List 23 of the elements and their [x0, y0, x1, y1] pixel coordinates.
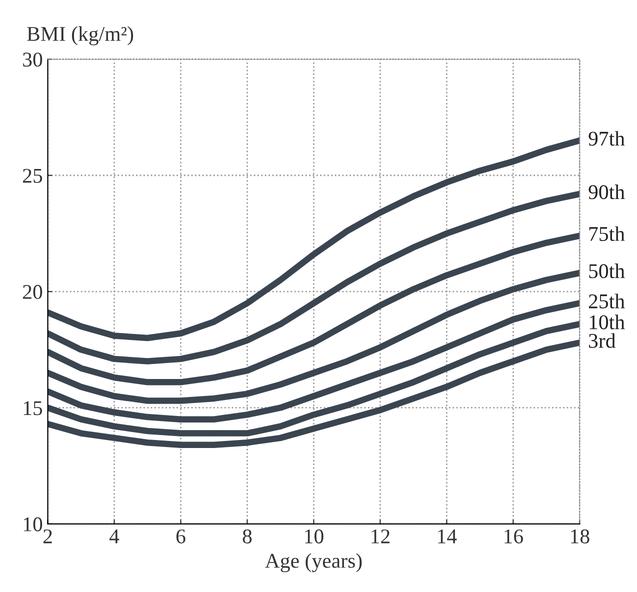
y-tick-label: 30 [23, 52, 42, 67]
y-tick-label: 15 [24, 401, 42, 416]
series-label: 10th [590, 314, 625, 330]
x-axis-title: Age (years) [265, 553, 362, 572]
series-label: 90th [588, 184, 625, 200]
x-tick-label: 14 [438, 529, 457, 544]
y-axis-title: BMI (kg/m²) [27, 26, 134, 46]
x-tick-label: 6 [176, 529, 186, 544]
x-tick-label: 2 [43, 529, 52, 544]
series-label: 75th [589, 226, 625, 242]
x-tick-label: 10 [305, 529, 324, 544]
y-tick-label: 25 [22, 168, 42, 183]
x-tick-label: 4 [109, 530, 120, 544]
y-tick-label: 20 [22, 284, 42, 299]
y-tick-label: 10 [24, 517, 42, 532]
x-tick-label: 8 [242, 529, 252, 544]
series-label: 97th [588, 131, 625, 146]
x-tick-label: 16 [504, 529, 523, 544]
series-label: 3rd [589, 333, 616, 348]
x-tick-label: 12 [372, 529, 390, 544]
series-label: 25th [588, 294, 625, 308]
series-label: 50th [589, 264, 625, 278]
x-tick-label: 18 [571, 529, 590, 544]
